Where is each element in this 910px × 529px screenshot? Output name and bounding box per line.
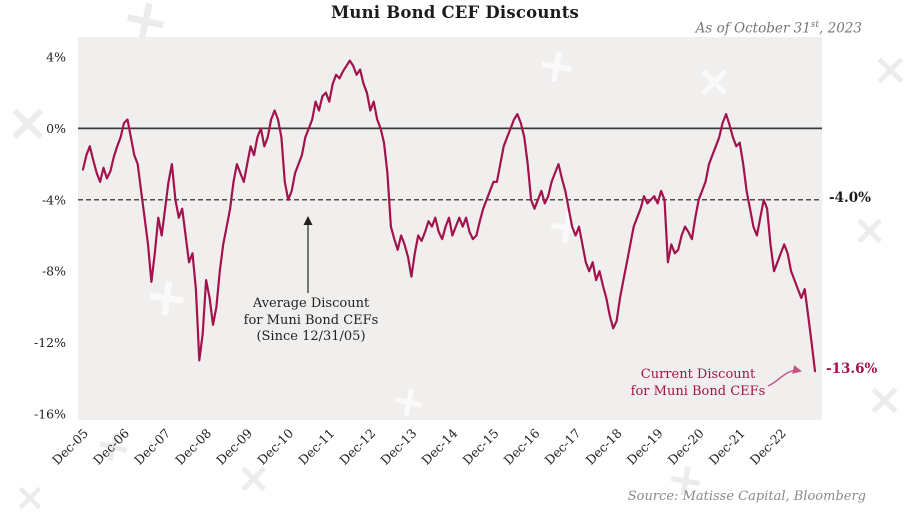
average-annotation-line2: for Muni Bond CEFs	[243, 312, 379, 328]
x-tick-label: Dec-07	[131, 425, 173, 467]
x-tick-label: Dec-13	[377, 425, 419, 467]
as-of-text: As of October 31	[695, 20, 811, 37]
average-annotation-line1: Average Discount	[252, 296, 370, 311]
x-tick-label: Dec-18	[583, 425, 625, 467]
discount-line-series	[81, 59, 817, 373]
x-tick-label: Dec-17	[542, 425, 584, 467]
watermark-cross: +	[140, 262, 194, 331]
x-tick-label: Dec-11	[295, 426, 337, 468]
y-tick-label: -16%	[34, 407, 66, 422]
current-annotation-line2: for Muni Bond CEFs	[630, 383, 766, 399]
watermark-cross: ×	[872, 44, 909, 95]
average-annotation-line3: (Since 12/31/05)	[256, 329, 366, 345]
current-discount-annotation: Current Discount for Muni Bond CEFs	[612, 367, 784, 401]
x-tick-label: Dec-22	[747, 426, 789, 468]
as-of-suffix: , 2023	[819, 20, 862, 37]
y-tick-label: -4%	[42, 192, 66, 207]
x-tick-label: Dec-16	[501, 425, 543, 467]
watermark-cross: ×	[6, 93, 50, 153]
y-tick-label: 4%	[46, 50, 66, 65]
average-discount-annotation: Average Discount for Muni Bond CEFs (Sin…	[222, 296, 400, 346]
chart-title: Muni Bond CEF Discounts	[330, 3, 580, 22]
current-value-label: -13.6%	[826, 361, 878, 377]
x-tick-label: Dec-14	[418, 425, 460, 467]
x-tick-label: Dec-21	[706, 426, 748, 468]
as-of-label: As of October 31st, 2023	[696, 20, 862, 37]
y-tick-label: 0%	[46, 121, 66, 136]
source-label: Source: Matisse Capital, Bloomberg	[627, 489, 866, 504]
watermark-cross: ×	[14, 475, 46, 519]
watermark-cross: ×	[236, 453, 271, 502]
watermark-cross: ×	[852, 205, 887, 254]
x-tick-label: Dec-19	[624, 425, 666, 467]
as-of-superscript: st	[810, 20, 820, 30]
average-line-value-label: -4.0%	[829, 190, 871, 206]
x-tick-label: Dec-12	[336, 426, 378, 468]
current-annotation-arrow	[767, 365, 802, 387]
current-annotation-line1: Current Discount	[640, 367, 756, 382]
x-tick-label: Dec-05	[49, 426, 91, 468]
x-tick-label: Dec-10	[254, 425, 296, 467]
y-tick-label: -12%	[34, 335, 66, 350]
y-tick-label: -8%	[42, 264, 66, 279]
watermark-cross: ×	[866, 374, 903, 425]
watermark-cross: ×	[696, 56, 733, 107]
x-tick-label: Dec-08	[172, 425, 214, 467]
watermark-cross: +	[532, 35, 581, 97]
x-tick-label: Dec-15	[459, 426, 501, 468]
watermark-cross: +	[662, 450, 709, 510]
